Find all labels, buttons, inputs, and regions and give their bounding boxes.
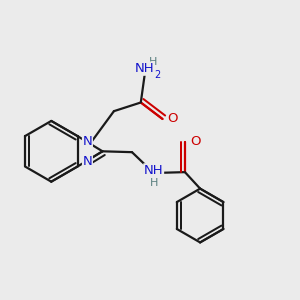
Text: N: N: [82, 155, 92, 168]
Text: N: N: [82, 135, 92, 148]
Text: 2: 2: [155, 70, 161, 80]
Text: O: O: [190, 135, 201, 148]
Text: NH: NH: [134, 62, 154, 75]
Text: H: H: [149, 178, 158, 188]
Text: O: O: [168, 112, 178, 125]
Text: H: H: [149, 57, 157, 67]
Text: NH: NH: [144, 164, 164, 177]
